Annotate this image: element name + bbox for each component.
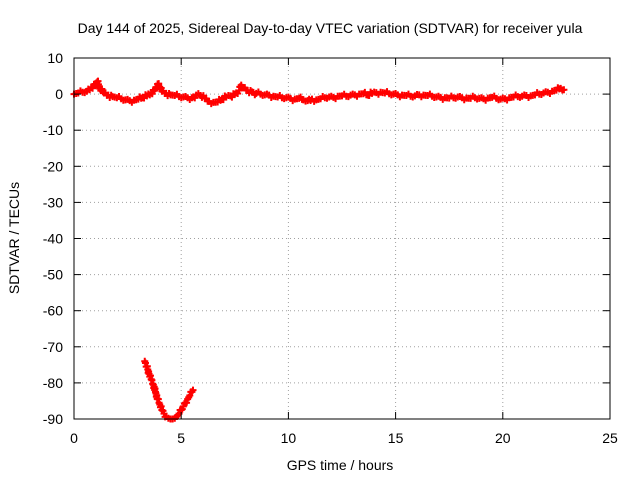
y-axis-label: SDTVAR / TECUs [6, 182, 22, 294]
x-tick-label: 10 [281, 430, 297, 446]
y-tick-label: -20 [43, 158, 63, 174]
y-tick-label: -80 [43, 375, 63, 391]
data-point [186, 392, 194, 400]
x-tick-label: 25 [602, 430, 618, 446]
y-tick-label: 0 [55, 86, 63, 102]
data-point-fill [89, 84, 97, 92]
tick-layer: 10 0 -10 -20 -30 -40 -50 -60 -70 -80 -90 0 5 10 15 20 25 [43, 50, 618, 446]
x-axis-label: GPS time / hours [287, 457, 394, 473]
y-tick-label: -90 [43, 411, 63, 427]
y-tick-label: -30 [43, 194, 63, 210]
chart-title: Day 144 of 2025, Sidereal Day-to-day VTE… [78, 20, 583, 36]
series-layer [70, 77, 568, 423]
x-tick-label: 20 [495, 430, 511, 446]
grid-layer [74, 58, 610, 419]
y-tick-label: -70 [43, 339, 63, 355]
y-tick-label: -10 [43, 122, 63, 138]
x-tick-label: 15 [388, 430, 404, 446]
data-point [189, 386, 197, 394]
data-point-fill [183, 399, 191, 407]
x-tick-label: 0 [70, 430, 78, 446]
series-1 [70, 77, 568, 108]
y-tick-label: -40 [43, 231, 63, 247]
series-2 [141, 357, 197, 423]
y-tick-label: 10 [47, 50, 63, 66]
y-tick-label: -50 [43, 267, 63, 283]
y-tick-label: -60 [43, 303, 63, 319]
x-tick-label: 5 [177, 430, 185, 446]
data-point [560, 86, 568, 94]
